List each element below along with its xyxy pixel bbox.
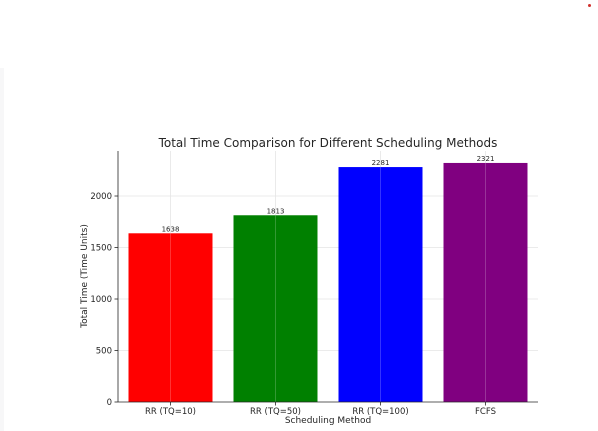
axes: [117, 151, 538, 403]
status-dot-icon: [588, 4, 591, 7]
x-ticks: RR (TQ=10) RR (TQ=50) RR (TQ=100) FCFS: [145, 402, 496, 417]
data-label: 1638: [162, 225, 180, 233]
y-tick-label: 2000: [90, 192, 112, 202]
window-edge: [0, 68, 4, 431]
data-label: 2321: [477, 155, 495, 163]
bars: [128, 162, 528, 402]
y-tick-label: 1000: [90, 295, 112, 305]
data-labels: 1638 1813 2281 2321: [162, 155, 495, 233]
data-label: 2281: [372, 159, 390, 167]
bar: [443, 162, 528, 402]
bar: [128, 233, 213, 402]
y-tick-label: 500: [96, 347, 112, 357]
y-tick-label: 0: [107, 398, 112, 408]
bar: [338, 167, 423, 402]
x-axis-label: Scheduling Method: [285, 416, 371, 426]
bar: [233, 215, 318, 402]
x-tick-label: RR (TQ=100): [352, 407, 408, 417]
x-tick-label: FCFS: [475, 407, 496, 417]
x-tick-label: RR (TQ=10): [145, 407, 196, 417]
data-label: 1813: [267, 207, 285, 215]
x-tick-label: RR (TQ=50): [250, 407, 301, 417]
y-tick-label: 1500: [90, 244, 112, 254]
chart-title: Total Time Comparison for Different Sche…: [158, 136, 498, 150]
y-axis-label: Total Time (Time Units): [80, 224, 90, 329]
y-ticks: 0 500 1000 1500 2000: [90, 192, 118, 408]
